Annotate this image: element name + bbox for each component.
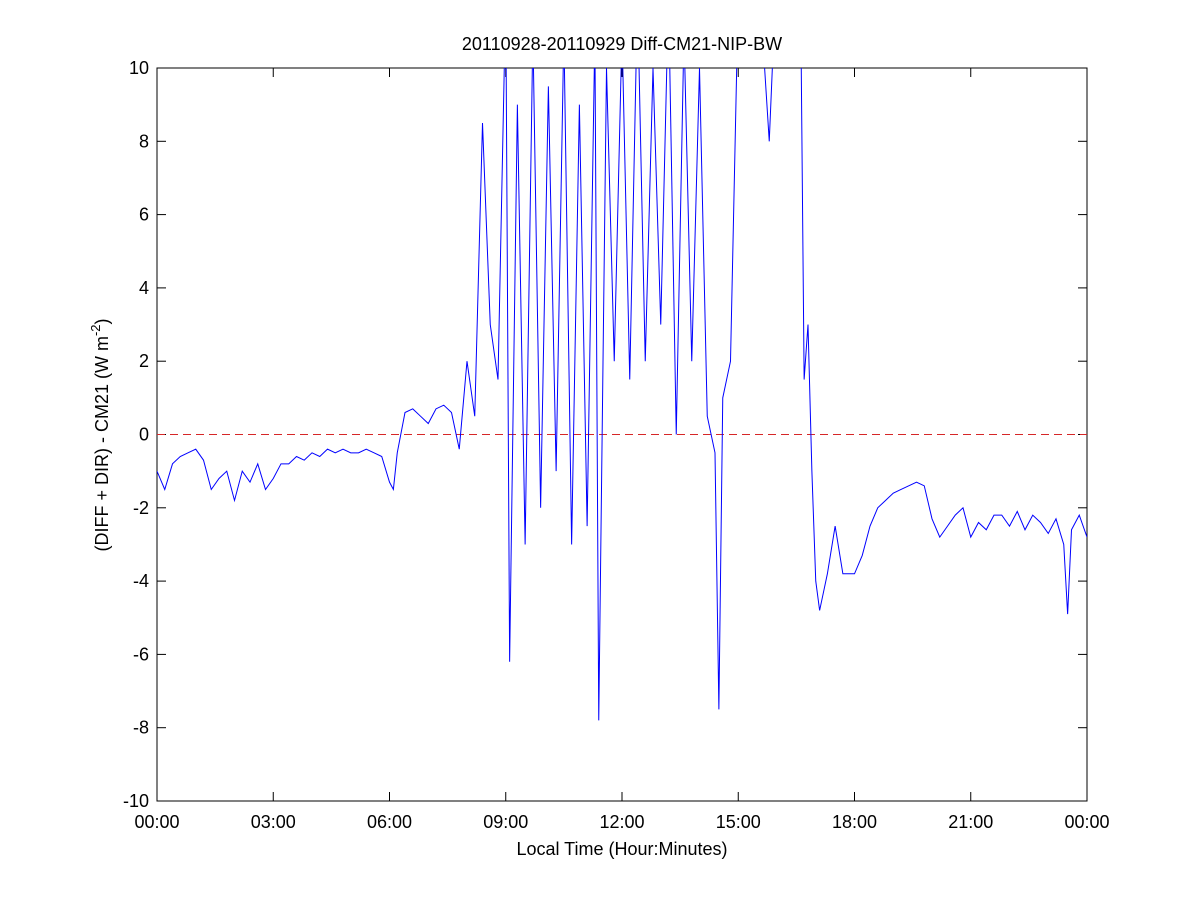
y-label-sup: -2 <box>88 324 103 336</box>
y-tick-label: -6 <box>133 644 149 664</box>
y-tick-label: -10 <box>123 791 149 811</box>
x-tick-label: 06:00 <box>367 812 412 832</box>
y-tick-label: 2 <box>139 351 149 371</box>
y-tick-label: 0 <box>139 425 149 445</box>
y-tick-label: -8 <box>133 718 149 738</box>
x-tick-label: 21:00 <box>948 812 993 832</box>
x-tick-label: 03:00 <box>251 812 296 832</box>
y-tick-label: 10 <box>129 58 149 78</box>
x-tick-label: 18:00 <box>832 812 877 832</box>
x-axis-label: Local Time (Hour:Minutes) <box>516 839 727 859</box>
y-axis-label: (DIFF + DIR) - CM21 (W m-2) <box>88 318 112 551</box>
x-tick-label: 12:00 <box>599 812 644 832</box>
x-tick-label: 00:00 <box>1064 812 1109 832</box>
y-tick-label: 4 <box>139 278 149 298</box>
y-tick-label: 6 <box>139 205 149 225</box>
y-tick-label: -4 <box>133 571 149 591</box>
chart-title: 20110928-20110929 Diff-CM21-NIP-BW <box>462 34 782 54</box>
y-label-text: (DIFF + DIR) - CM21 (W m <box>92 336 112 551</box>
y-label-end: ) <box>92 318 112 324</box>
x-tick-label: 15:00 <box>716 812 761 832</box>
x-tick-label: 09:00 <box>483 812 528 832</box>
y-tick-label: 8 <box>139 131 149 151</box>
data-line <box>157 68 1087 721</box>
x-tick-label: 00:00 <box>134 812 179 832</box>
y-tick-label: -2 <box>133 498 149 518</box>
